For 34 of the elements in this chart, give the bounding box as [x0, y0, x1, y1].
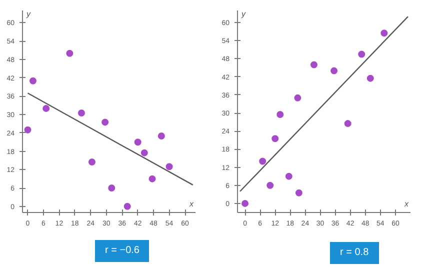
- point: [295, 189, 302, 196]
- point: [88, 158, 96, 166]
- point: [344, 120, 352, 128]
- point: [29, 77, 36, 84]
- point: [124, 202, 131, 210]
- text: r = −0.6: [95, 240, 150, 262]
- point: [66, 50, 74, 57]
- x-axis-title: x: [188, 200, 194, 208]
- point: [294, 94, 302, 102]
- point: [158, 132, 165, 140]
- point: [259, 158, 266, 165]
- point: [366, 74, 374, 82]
- point: [140, 149, 148, 156]
- point: [266, 182, 274, 189]
- point: [380, 30, 388, 37]
- point: [330, 67, 338, 74]
- y-axis-title: y: [240, 10, 246, 18]
- y-axis-title: y: [26, 10, 32, 18]
- point: [310, 61, 318, 68]
- point: [285, 172, 292, 180]
- point: [42, 104, 50, 112]
- point: [148, 175, 156, 182]
- point: [276, 111, 284, 118]
- point: [272, 135, 279, 142]
- point: [242, 200, 249, 207]
- x-axis-title: x: [404, 200, 410, 208]
- point: [134, 138, 142, 146]
- point: [24, 126, 32, 134]
- point: [108, 184, 116, 192]
- point: [102, 118, 109, 126]
- point: [358, 50, 366, 58]
- point: [166, 163, 173, 170]
- point: [78, 110, 85, 117]
- text: r = 0.8: [330, 242, 379, 264]
